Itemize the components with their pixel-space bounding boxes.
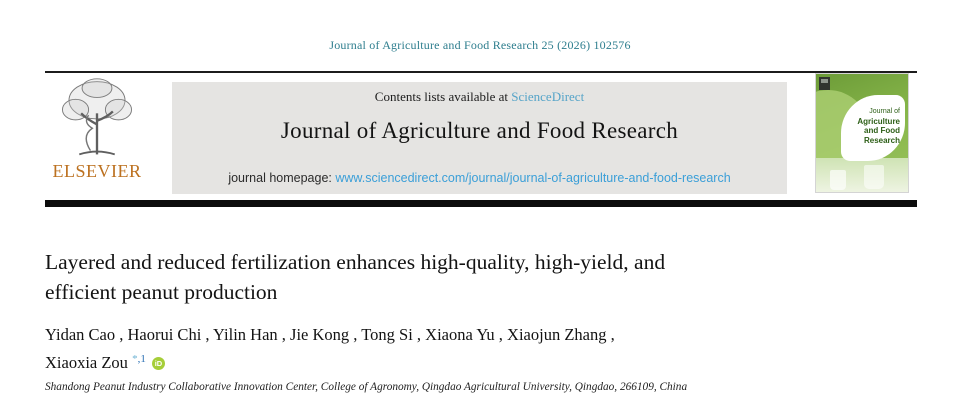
corresponding-author-name: Xiaoxia Zou: [45, 353, 128, 372]
cover-title-line: Research: [863, 135, 900, 145]
contents-line: Contents lists available at ScienceDirec…: [172, 89, 787, 105]
author-footnote-number[interactable]: ,1: [137, 353, 146, 365]
cover-title-line: and Food: [864, 126, 900, 135]
author-list: Yidan Cao , Haorui Chi , Yilin Han , Jie…: [45, 322, 615, 375]
running-head-citation: Journal of Agriculture and Food Research…: [329, 38, 631, 52]
cover-glassware-shape: [864, 165, 884, 189]
authors-line-2: Xiaoxia Zou *,1 iD: [45, 347, 615, 375]
cover-title-line: Journal of: [869, 108, 900, 115]
elsevier-logo[interactable]: ELSEVIER: [46, 76, 148, 182]
orcid-icon[interactable]: iD: [151, 357, 165, 370]
journal-homepage-link[interactable]: www.sciencedirect.com/journal/journal-of…: [335, 171, 731, 185]
affiliation: Shandong Peanut Industry Collaborative I…: [45, 381, 688, 393]
authors-line-1: Yidan Cao , Haorui Chi , Yilin Han , Jie…: [45, 325, 615, 344]
journal-cover-thumbnail[interactable]: Journal of Agriculture and Food Research: [815, 73, 909, 193]
cover-journal-title: Journal of Agriculture and Food Research: [857, 107, 900, 145]
sciencedirect-link[interactable]: ScienceDirect: [511, 89, 585, 104]
contents-prefix-text: Contents lists available at: [374, 89, 512, 104]
cover-glassware-shape: [830, 170, 846, 190]
journal-banner: Contents lists available at ScienceDirec…: [172, 82, 787, 194]
cover-photo-strip: [816, 158, 908, 192]
section-divider-bar: [45, 200, 917, 207]
elsevier-cover-mark-icon: [819, 77, 830, 90]
corresponding-author-marker[interactable]: *: [132, 353, 138, 365]
elsevier-wordmark: ELSEVIER: [52, 161, 142, 181]
article-title-line: efficient peanut production: [45, 280, 278, 304]
homepage-prefix-text: journal homepage:: [228, 171, 336, 185]
article-title: Layered and reduced fertilization enhanc…: [45, 247, 665, 307]
journal-title: Journal of Agriculture and Food Research: [280, 118, 679, 143]
elsevier-tree-icon: [62, 78, 132, 156]
article-title-line: Layered and reduced fertilization enhanc…: [45, 250, 666, 274]
cover-title-line: Agriculture: [857, 116, 900, 126]
homepage-line: journal homepage: www.sciencedirect.com/…: [172, 171, 787, 185]
header-top-rule: [45, 71, 917, 73]
